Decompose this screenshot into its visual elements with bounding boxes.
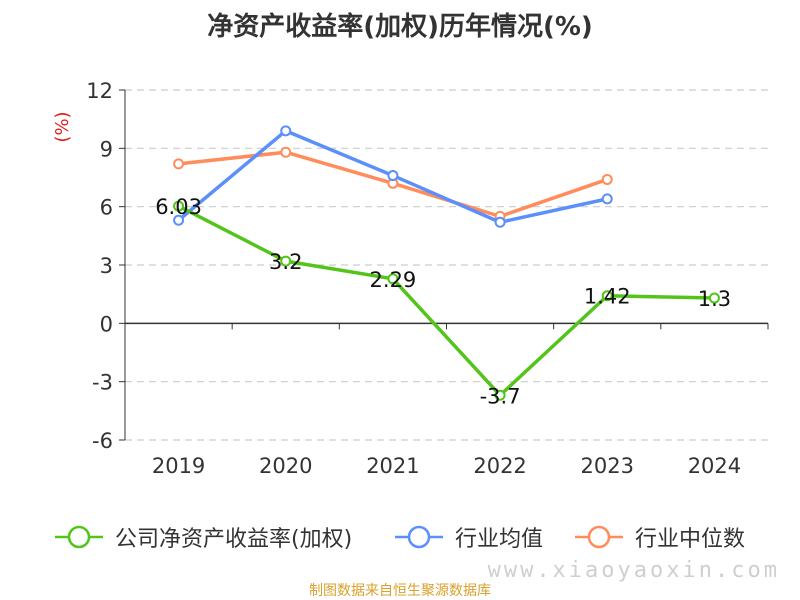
data-point (173, 200, 185, 212)
x-tick-label: 2022 (473, 454, 526, 478)
data-label: 6.03 (155, 195, 202, 219)
data-point (280, 255, 292, 267)
legend-swatch-marker (587, 525, 611, 549)
legend-swatch-marker (407, 525, 431, 549)
legend-label: 公司净资产收益率(加权) (115, 527, 352, 552)
x-tick-label: 2024 (688, 454, 741, 478)
data-label: -3.7 (480, 384, 521, 408)
data-point (387, 273, 399, 285)
x-tick-label: 2021 (366, 454, 419, 478)
data-label: 1.3 (698, 287, 731, 311)
data-label: 1.42 (584, 285, 631, 309)
x-tick-label: 2020 (259, 454, 312, 478)
y-tick-label: 0 (100, 312, 113, 336)
y-tick-label: 6 (100, 196, 113, 220)
data-point (387, 170, 399, 182)
data-point (173, 214, 185, 226)
data-label: 2.29 (370, 268, 417, 292)
data-label: 3.2 (269, 250, 302, 274)
data-point (601, 290, 613, 302)
y-tick-label: 12 (86, 79, 113, 103)
y-tick-label: 9 (100, 137, 113, 161)
data-point (173, 158, 185, 170)
data-point (280, 125, 292, 137)
y-tick-label: 3 (100, 254, 113, 278)
x-tick-label: 2023 (581, 454, 634, 478)
data-point (280, 146, 292, 158)
legend-label: 行业均值 (455, 527, 543, 552)
data-point (601, 193, 613, 205)
data-point (708, 292, 720, 304)
y-tick-label: -3 (92, 371, 113, 395)
y-axis-label: (%) (52, 111, 73, 142)
y-tick-label: -6 (92, 429, 113, 453)
series-line (177, 204, 715, 398)
data-point (601, 173, 613, 185)
source-footer: 制图数据来自恒生聚源数据库 (309, 583, 491, 599)
watermark: www.xiaoyaoxin.com (487, 558, 780, 583)
data-point (494, 216, 506, 228)
chart-title: 净资产收益率(加权)历年情况(%) (207, 12, 593, 42)
legend-swatch-marker (67, 525, 91, 549)
legend-label: 行业中位数 (635, 527, 745, 552)
x-tick-label: 2019 (152, 454, 205, 478)
data-point (494, 389, 506, 401)
